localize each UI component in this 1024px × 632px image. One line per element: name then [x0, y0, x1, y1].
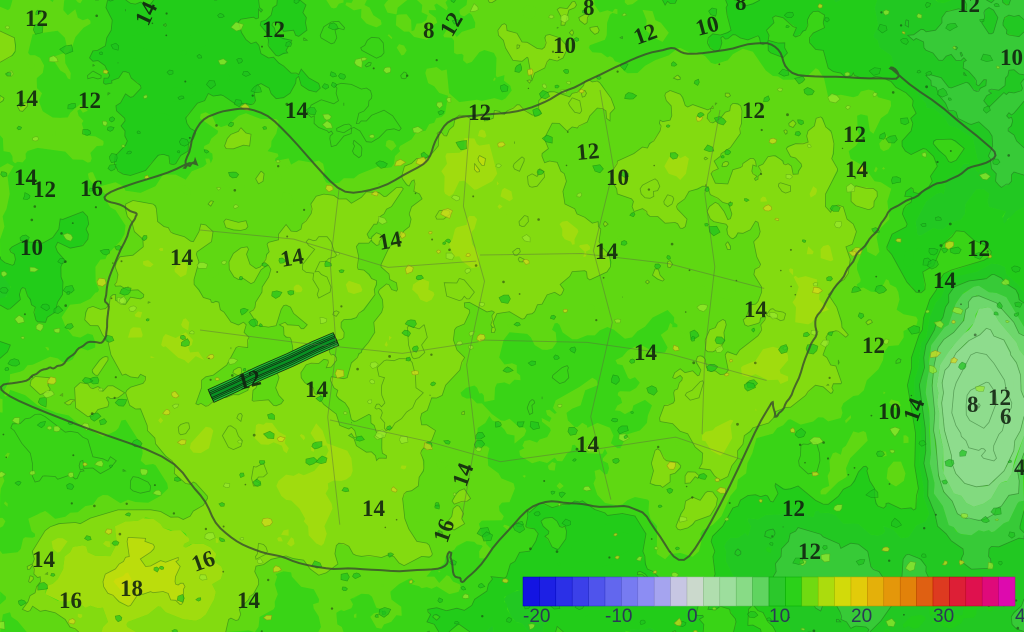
svg-text:14: 14	[305, 377, 329, 402]
svg-text:30: 30	[933, 606, 954, 627]
svg-text:14: 14	[595, 239, 619, 264]
svg-text:14: 14	[170, 245, 194, 270]
svg-text:6: 6	[1000, 404, 1012, 429]
svg-text:14: 14	[845, 157, 869, 182]
svg-text:14: 14	[32, 547, 56, 572]
svg-text:14: 14	[15, 86, 39, 111]
svg-text:12: 12	[575, 138, 600, 165]
svg-text:14: 14	[279, 243, 306, 272]
svg-text:10: 10	[20, 235, 43, 260]
svg-text:14: 14	[576, 432, 600, 457]
svg-text:14: 14	[933, 268, 957, 293]
svg-text:12: 12	[843, 122, 866, 147]
svg-text:20: 20	[851, 606, 872, 627]
svg-text:14: 14	[634, 340, 658, 365]
svg-text:12: 12	[957, 0, 980, 17]
svg-text:8: 8	[583, 0, 595, 20]
svg-text:16: 16	[80, 176, 103, 201]
svg-text:4: 4	[1014, 455, 1024, 480]
svg-text:12: 12	[33, 177, 56, 202]
svg-text:8: 8	[423, 18, 435, 43]
svg-text:40: 40	[1015, 606, 1024, 627]
svg-text:14: 14	[285, 98, 309, 123]
svg-text:10: 10	[606, 165, 629, 190]
svg-text:12: 12	[782, 496, 805, 521]
svg-text:12: 12	[967, 236, 990, 261]
svg-text:10: 10	[878, 399, 901, 424]
svg-text:8: 8	[735, 0, 747, 15]
svg-text:12: 12	[798, 539, 821, 564]
svg-text:-10: -10	[605, 606, 632, 627]
svg-text:8: 8	[967, 392, 979, 417]
svg-text:10: 10	[1000, 45, 1023, 70]
svg-text:0: 0	[687, 606, 698, 627]
svg-text:12: 12	[862, 333, 885, 358]
svg-text:14: 14	[744, 297, 768, 322]
svg-text:10: 10	[553, 33, 576, 58]
svg-text:12: 12	[78, 88, 101, 113]
svg-text:-20: -20	[523, 606, 550, 627]
svg-text:12: 12	[25, 6, 48, 31]
svg-text:14: 14	[237, 588, 261, 613]
svg-text:10: 10	[769, 606, 790, 627]
svg-text:18: 18	[120, 576, 143, 601]
svg-text:14: 14	[377, 226, 404, 255]
svg-text:12: 12	[742, 98, 765, 123]
svg-text:16: 16	[59, 588, 82, 613]
svg-text:14: 14	[362, 496, 386, 521]
svg-text:12: 12	[262, 17, 285, 42]
svg-text:12: 12	[468, 100, 491, 125]
